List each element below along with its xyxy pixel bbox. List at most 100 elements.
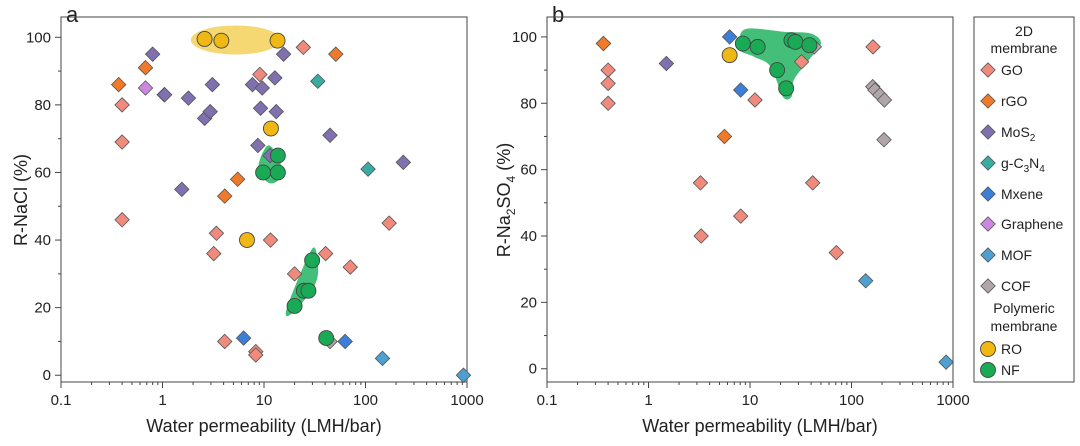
point-go	[747, 92, 763, 108]
point-rgo	[137, 59, 154, 76]
point-go	[693, 228, 709, 244]
point-nf	[286, 298, 303, 314]
legend-label-mos2: MoS2	[1001, 124, 1036, 144]
legend-marker-rgo	[980, 93, 996, 109]
point-go	[317, 245, 334, 262]
point-mos2	[322, 127, 338, 144]
point-go	[865, 39, 881, 55]
point-mos2	[202, 103, 218, 120]
point-go	[295, 39, 312, 56]
legend-label-gc3n4: g-C3N4	[1001, 155, 1045, 175]
point-ro	[721, 47, 738, 64]
y-tick-label: 40	[34, 232, 51, 249]
point-mos2	[204, 76, 221, 93]
legend-label-go: GO	[1001, 62, 1023, 78]
point-rgo	[110, 76, 127, 93]
point-mos2	[395, 154, 412, 171]
panel-label-a: a	[66, 2, 79, 27]
point-go	[216, 333, 233, 350]
point-mos2	[252, 100, 269, 117]
point-mos2	[180, 90, 197, 106]
point-go	[828, 244, 845, 261]
point-go	[692, 175, 709, 191]
point-go	[732, 208, 749, 224]
y-tick-label: 20	[34, 300, 51, 317]
y-axis-title-b: R-Na2SO4 (%)	[494, 143, 518, 257]
point-nf	[778, 80, 795, 97]
point-ro	[196, 31, 213, 47]
y-tick-label: 80	[520, 95, 537, 112]
point-cof	[876, 92, 893, 108]
data-points-b	[595, 29, 954, 370]
y-tick-label: 60	[34, 164, 51, 181]
point-mof	[374, 350, 391, 367]
point-rgo	[595, 35, 612, 52]
y-tick-label: 100	[512, 29, 537, 46]
x-tick-label: 10	[742, 392, 759, 409]
legend-label-cof: COF	[1001, 278, 1031, 294]
point-mos2	[250, 137, 266, 154]
point-mos2	[658, 55, 675, 72]
point-go	[804, 175, 821, 191]
x-tick-label: 100	[353, 392, 378, 409]
point-mos2	[268, 103, 285, 120]
point-gc3n4	[360, 161, 376, 177]
x-tick-label: 1000	[936, 392, 969, 409]
point-ro	[239, 232, 255, 249]
point-go	[286, 266, 303, 282]
point-go	[342, 259, 359, 275]
point-go	[114, 97, 130, 113]
x-tick-label: 1	[644, 392, 652, 409]
y-tick-label: 80	[34, 97, 51, 114]
point-go	[206, 245, 222, 262]
legend-label-rgo: rGO	[1001, 93, 1028, 109]
panel-label-b: b	[552, 2, 564, 27]
point-rgo	[216, 188, 233, 204]
point-nf	[318, 330, 335, 347]
point-go	[600, 62, 616, 78]
legend-group-title-2d-line2: membrane	[991, 40, 1058, 56]
point-nf	[304, 252, 321, 269]
point-rgo	[229, 171, 246, 187]
point-mos2	[254, 80, 270, 96]
y-tick-label: 0	[43, 367, 51, 384]
point-mof	[938, 354, 954, 370]
point-rgo	[716, 128, 733, 145]
legend-group-title-polymeric-line2: membrane	[991, 318, 1058, 334]
point-mxene	[721, 29, 738, 45]
point-ro	[213, 32, 230, 49]
point-graphene	[137, 80, 154, 96]
legend-label-mof: MOF	[1001, 247, 1032, 263]
chart-panel-a: a 0.1 1 10 100 1000 0 20 40 60 80 100 Water permea…	[11, 2, 484, 436]
legend-marker-mof	[980, 247, 996, 263]
point-go	[600, 75, 616, 92]
legend-marker-graphene	[980, 216, 996, 232]
point-mxene	[235, 330, 252, 346]
legend: 2D membrane GO rGO MoS2 g-C3N4 Mxene Graphene…	[973, 16, 1075, 383]
point-go	[600, 95, 616, 112]
point-mxene	[732, 82, 749, 98]
point-nf	[300, 282, 317, 299]
point-mos2	[244, 76, 261, 93]
point-nf	[255, 164, 272, 181]
point-nf	[801, 37, 818, 54]
data-points-a	[110, 31, 472, 384]
legend-group-title-2d: 2D	[1015, 23, 1033, 39]
legend-marker-nf	[980, 362, 996, 378]
x-tick-label: 1	[158, 392, 166, 409]
legend-label-ro: RO	[1001, 341, 1022, 357]
point-nf	[749, 38, 766, 55]
point-nf	[769, 62, 786, 79]
point-mxene	[337, 333, 353, 350]
point-rgo	[328, 46, 344, 62]
point-mos2	[275, 46, 292, 62]
point-gc3n4	[310, 73, 326, 89]
legend-label-mxene: Mxene	[1001, 186, 1043, 202]
point-nf	[734, 35, 751, 52]
highlight-region-ro	[190, 25, 281, 55]
legend-marker-cof	[980, 278, 996, 294]
x-tick-label: 100	[839, 392, 864, 409]
point-nf	[269, 147, 286, 164]
point-mos2	[267, 70, 283, 86]
